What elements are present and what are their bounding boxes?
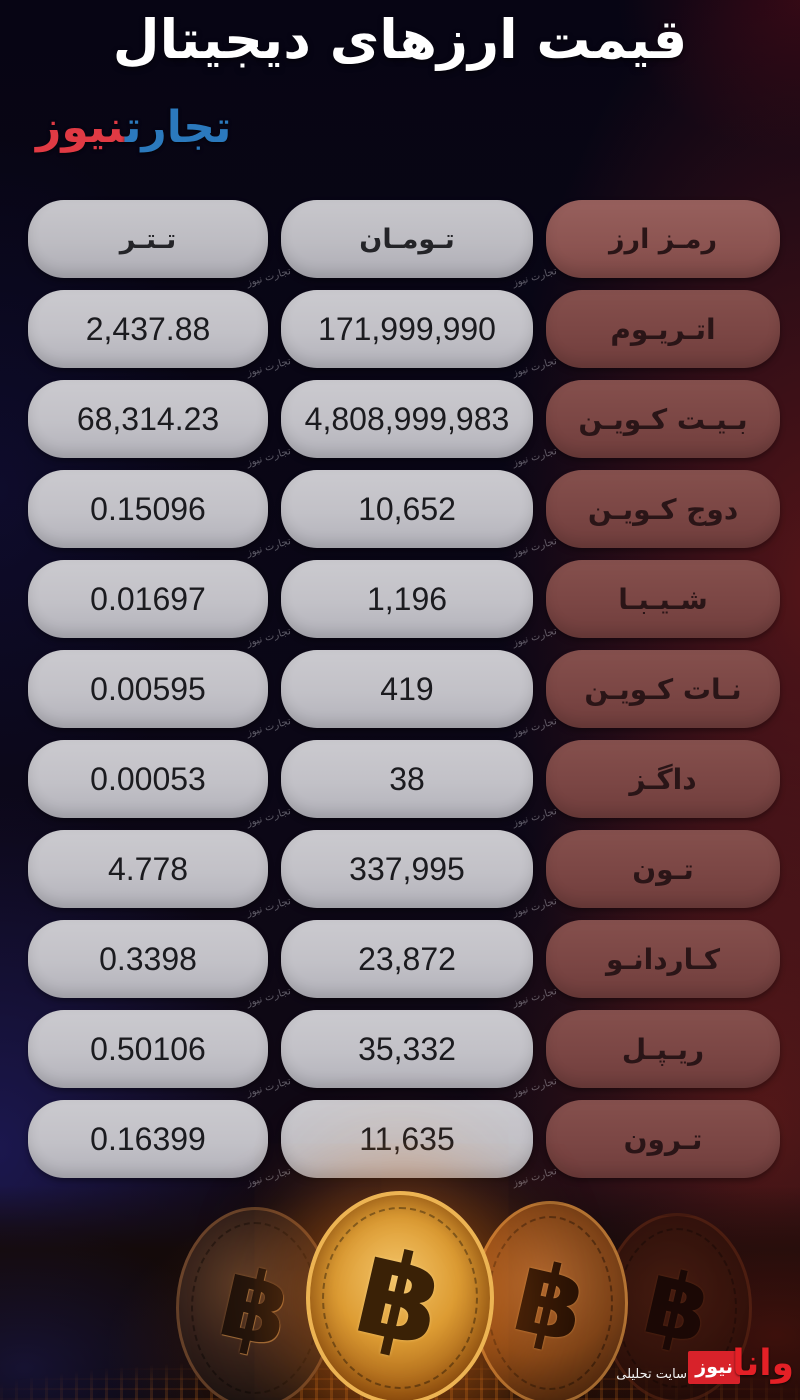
header-toman: تـومـان: [281, 200, 533, 278]
crypto-name-cell: ریـپـل: [546, 1010, 780, 1088]
tether-value-cell: 0.16399: [28, 1100, 268, 1178]
table-row: بـیـت کـویـن 4,808,999,983 68,314.23: [0, 380, 800, 458]
crypto-name-cell: اتـریـوم: [546, 290, 780, 368]
header-crypto-name: رمـز ارز: [546, 200, 780, 278]
crypto-name-cell: نـات کـویـن: [546, 650, 780, 728]
bitcoin-symbol-icon: ฿: [344, 1221, 456, 1375]
header-tether: تـتـر: [28, 200, 268, 278]
crypto-name-cell: داگـز: [546, 740, 780, 818]
table-row: نـات کـویـن 419 0.00595: [0, 650, 800, 728]
bitcoin-coin-icon: ฿: [306, 1191, 494, 1400]
bitcoin-symbol-icon: ฿: [209, 1245, 301, 1371]
wana-news-box: نیوز: [688, 1351, 740, 1384]
logo-text-news: نیوز: [36, 102, 126, 153]
crypto-name-cell: دوج کـویـن: [546, 470, 780, 548]
tether-value-cell: 0.3398: [28, 920, 268, 998]
tether-value-cell: 2,437.88: [28, 290, 268, 368]
table-header-row: رمـز ارز تـومـان تـتـر: [0, 200, 800, 278]
tether-value-cell: 0.00595: [28, 650, 268, 728]
toman-value-cell: 171,999,990: [281, 290, 533, 368]
table-row: دوج کـویـن 10,652 0.15096: [0, 470, 800, 548]
table-row: تـرون 11,635 0.16399: [0, 1100, 800, 1178]
toman-value-cell: 23,872: [281, 920, 533, 998]
tejarat-news-logo: تجارتنیوز: [36, 102, 233, 153]
toman-value-cell: 38: [281, 740, 533, 818]
wana-brand-text: وانا: [732, 1343, 794, 1384]
crypto-name-cell: تـون: [546, 830, 780, 908]
bitcoin-symbol-icon: ฿: [503, 1239, 597, 1367]
price-table: رمـز ارز تـومـان تـتـر اتـریـوم 171,999,…: [0, 200, 800, 1190]
wana-subtitle: سایت تحلیلی: [616, 1367, 687, 1382]
toman-value-cell: 337,995: [281, 830, 533, 908]
crypto-name-cell: کـاردانـو: [546, 920, 780, 998]
tether-value-cell: 4.778: [28, 830, 268, 908]
toman-value-cell: 419: [281, 650, 533, 728]
toman-value-cell: 35,332: [281, 1010, 533, 1088]
tether-value-cell: 0.01697: [28, 560, 268, 638]
tether-value-cell: 0.15096: [28, 470, 268, 548]
crypto-name-cell: تـرون: [546, 1100, 780, 1178]
tether-value-cell: 0.50106: [28, 1010, 268, 1088]
toman-value-cell: 10,652: [281, 470, 533, 548]
tether-value-cell: 68,314.23: [28, 380, 268, 458]
table-row: کـاردانـو 23,872 0.3398: [0, 920, 800, 998]
tether-value-cell: 0.00053: [28, 740, 268, 818]
logo-text-tejarat: تجارت: [124, 102, 233, 153]
crypto-name-cell: بـیـت کـویـن: [546, 380, 780, 458]
crypto-name-cell: شـیـبـا: [546, 560, 780, 638]
table-row: تـون 337,995 4.778: [0, 830, 800, 908]
bitcoin-symbol-icon: ฿: [634, 1249, 720, 1366]
table-row: داگـز 38 0.00053: [0, 740, 800, 818]
table-row: شـیـبـا 1,196 0.01697: [0, 560, 800, 638]
table-row: ریـپـل 35,332 0.50106: [0, 1010, 800, 1088]
bitcoin-coin-icon: ฿: [472, 1201, 628, 1400]
toman-value-cell: 11,635: [281, 1100, 533, 1178]
table-row: اتـریـوم 171,999,990 2,437.88: [0, 290, 800, 368]
bitcoin-coins-image: ฿ ฿ ฿ ฿ سایت تحلیلی نیوز وانا: [0, 1185, 800, 1400]
toman-value-cell: 4,808,999,983: [281, 380, 533, 458]
toman-value-cell: 1,196: [281, 560, 533, 638]
page-title: قیمت ارزهای دیجیتال: [112, 8, 688, 71]
